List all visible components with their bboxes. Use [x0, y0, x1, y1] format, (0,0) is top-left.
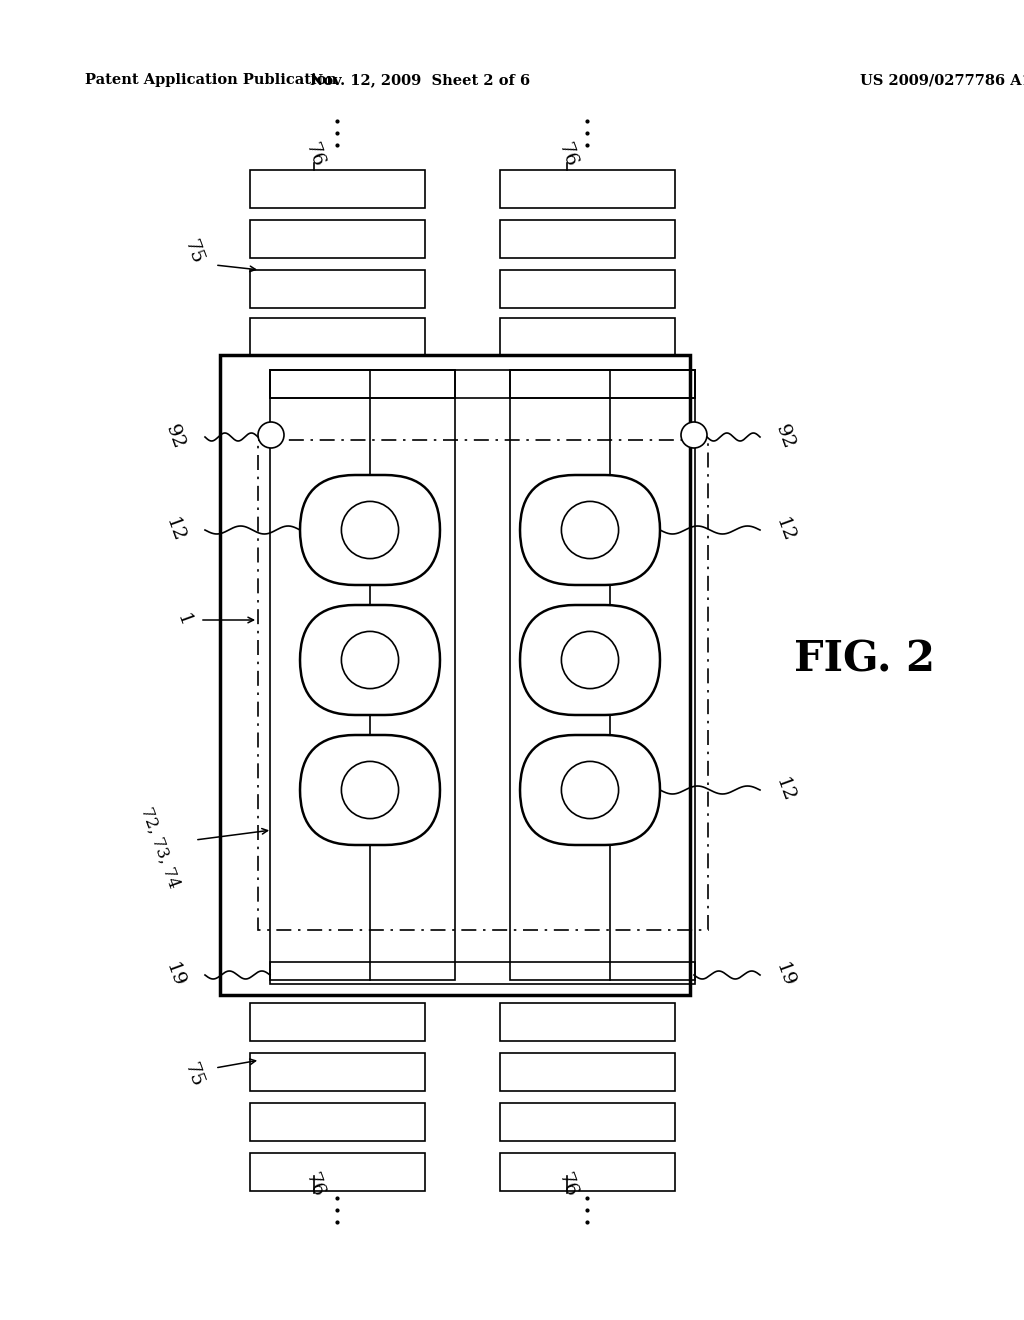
Text: 92: 92 — [772, 422, 798, 451]
Text: 1: 1 — [172, 611, 194, 628]
Bar — [250, 1152, 425, 1191]
Text: Patent Application Publication: Patent Application Publication — [85, 73, 337, 87]
Bar — [270, 962, 695, 983]
FancyBboxPatch shape — [520, 605, 660, 715]
FancyBboxPatch shape — [300, 475, 440, 585]
Circle shape — [341, 762, 398, 818]
Bar — [270, 370, 695, 399]
Bar — [500, 1104, 675, 1140]
Bar — [258, 440, 708, 931]
Bar — [250, 170, 425, 209]
Bar — [500, 1053, 675, 1092]
FancyBboxPatch shape — [520, 735, 660, 845]
Text: 76: 76 — [554, 140, 580, 170]
Text: Nov. 12, 2009  Sheet 2 of 6: Nov. 12, 2009 Sheet 2 of 6 — [310, 73, 530, 87]
Text: 19: 19 — [772, 960, 798, 990]
Text: 76: 76 — [301, 140, 327, 170]
Bar — [250, 271, 425, 308]
Bar — [500, 318, 675, 356]
Bar — [500, 271, 675, 308]
Circle shape — [561, 762, 618, 818]
Text: US 2009/0277786 A1: US 2009/0277786 A1 — [860, 73, 1024, 87]
Circle shape — [561, 502, 618, 558]
Bar — [510, 370, 695, 399]
Text: 76: 76 — [301, 1171, 327, 1200]
Bar — [500, 170, 675, 209]
Bar — [510, 370, 695, 979]
Bar — [270, 370, 455, 399]
Bar — [250, 220, 425, 257]
Bar — [500, 1152, 675, 1191]
Bar — [270, 370, 455, 979]
Text: 72, 73, 74: 72, 73, 74 — [137, 805, 182, 891]
Text: 76: 76 — [554, 1171, 580, 1200]
Bar — [250, 1053, 425, 1092]
Text: 75: 75 — [180, 1060, 206, 1090]
FancyBboxPatch shape — [300, 735, 440, 845]
Bar — [220, 355, 690, 995]
Text: 12: 12 — [772, 515, 798, 545]
Text: 75: 75 — [180, 238, 206, 267]
Bar — [500, 220, 675, 257]
Text: FIG. 2: FIG. 2 — [795, 639, 936, 681]
FancyBboxPatch shape — [520, 475, 660, 585]
Circle shape — [561, 631, 618, 689]
Bar — [500, 1003, 675, 1041]
Text: 12: 12 — [772, 775, 798, 805]
Circle shape — [341, 631, 398, 689]
Circle shape — [258, 422, 284, 447]
Circle shape — [681, 422, 707, 447]
FancyBboxPatch shape — [300, 605, 440, 715]
Bar — [250, 318, 425, 356]
Bar — [250, 1003, 425, 1041]
Circle shape — [341, 502, 398, 558]
Bar — [250, 1104, 425, 1140]
Text: 12: 12 — [163, 515, 187, 545]
Text: 19: 19 — [162, 960, 187, 990]
Text: 92: 92 — [162, 422, 187, 451]
